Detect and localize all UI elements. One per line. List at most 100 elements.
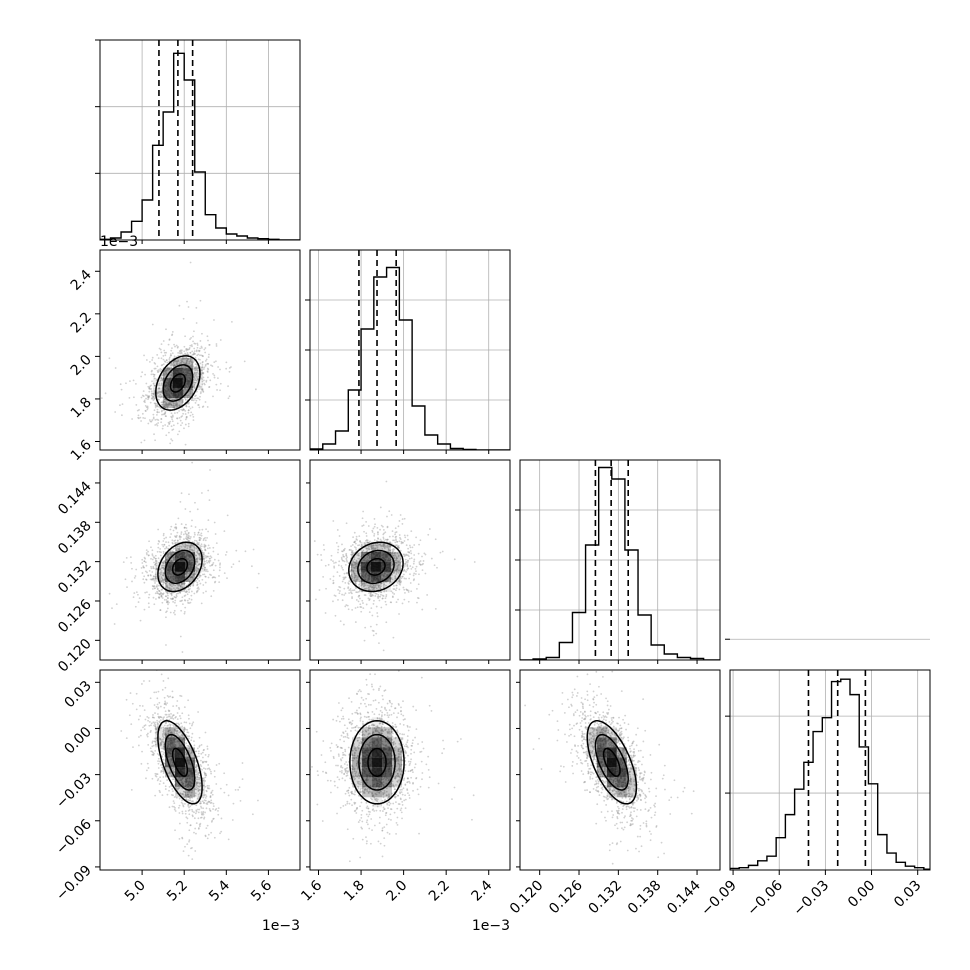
scatter-point (166, 585, 168, 587)
scatter-point (161, 379, 164, 382)
scatter-point (141, 562, 144, 564)
scatter-point (172, 361, 175, 364)
scatter-point (188, 535, 190, 538)
scatter-point (177, 806, 180, 809)
scatter-point (184, 443, 187, 446)
scatter-point (159, 571, 162, 574)
scatter-point (187, 534, 190, 537)
contour-level-1 (164, 549, 196, 585)
scatter-point (161, 413, 163, 416)
scatter-point (364, 587, 367, 590)
scatter-point (184, 810, 187, 813)
scatter-point (172, 611, 175, 614)
scatter-point (189, 548, 191, 551)
scatter-point (386, 574, 389, 577)
scatter-point (183, 408, 186, 411)
scatter-point (352, 566, 355, 569)
scatter-point (374, 586, 377, 589)
density-cell (175, 571, 185, 582)
scatter-point (161, 564, 164, 567)
scatter-point (228, 367, 231, 369)
scatter-point (371, 593, 374, 596)
scatter-point (368, 545, 371, 548)
scatter-point (200, 532, 203, 535)
scatter-point (204, 536, 207, 539)
scatter-point (161, 543, 164, 546)
scatter-point (167, 552, 170, 555)
scatter-point (195, 804, 198, 807)
scatter-point (405, 588, 408, 591)
scatter-point (189, 576, 192, 578)
scatter-point (152, 721, 155, 724)
scatter-point (194, 342, 197, 345)
scatter-point (389, 576, 392, 579)
scatter-point (165, 601, 168, 603)
scatter-point (215, 542, 218, 545)
scatter-point (129, 380, 131, 383)
scatter-point (377, 531, 379, 533)
scatter-point (226, 577, 228, 580)
scatter-point (208, 353, 210, 356)
scatter-point (194, 369, 197, 372)
scatter-point (199, 546, 202, 549)
scatter-point (403, 569, 406, 572)
scatter-point (345, 552, 348, 555)
scatter-point (369, 540, 371, 543)
scatter-point (356, 591, 359, 594)
scatter-point (361, 599, 364, 602)
scatter-point (252, 548, 255, 551)
scatter-point (223, 530, 226, 533)
scatter-point (163, 405, 165, 407)
scatter-point (380, 583, 383, 585)
scatter-point (211, 564, 213, 566)
scatter-point (198, 552, 201, 555)
scatter-point (165, 359, 168, 362)
scatter-point (135, 404, 138, 406)
scatter-point (353, 561, 356, 564)
contour-level-0 (171, 557, 189, 576)
scatter-point (209, 564, 212, 567)
scatter-point (164, 595, 167, 598)
scatter-point (173, 601, 176, 604)
scatter-point (165, 369, 168, 372)
scatter-point (202, 372, 205, 375)
scatter-point (204, 575, 207, 578)
scatter-point (169, 364, 172, 367)
scatter-point (193, 347, 196, 350)
scatter-point (178, 584, 181, 586)
scatter-point (195, 557, 198, 560)
scatter-point (372, 634, 375, 637)
scatter-point (357, 544, 359, 547)
scatter-point (135, 591, 138, 594)
scatter-point (150, 578, 153, 581)
scatter-point (189, 351, 192, 354)
scatter-point (185, 361, 188, 364)
scatter-point (165, 328, 167, 331)
scatter-point (406, 564, 409, 567)
scatter-point (201, 372, 203, 375)
scatter-point (359, 606, 362, 608)
scatter-point (186, 572, 189, 574)
scatter-point (226, 514, 229, 517)
scatter-point (194, 573, 196, 576)
scatter-point (373, 518, 376, 520)
scatter-point (145, 578, 148, 581)
scatter-point (219, 339, 222, 341)
scatter-point (369, 585, 372, 588)
scatter-point (171, 626, 173, 628)
scatter-point (191, 399, 194, 402)
scatter-point (195, 573, 198, 576)
scatter-point (185, 362, 188, 365)
scatter-point (384, 580, 387, 583)
scatter-point (166, 405, 168, 408)
scatter-point (394, 536, 397, 539)
scatter-point (182, 412, 185, 415)
scatter-point (155, 423, 158, 426)
scatter-point (184, 802, 186, 805)
scatter-point (361, 582, 364, 585)
scatter-point (388, 581, 391, 584)
scatter-point (172, 398, 175, 401)
scatter-point (150, 565, 152, 568)
scatter-point (415, 570, 417, 573)
scatter-point (151, 369, 153, 372)
